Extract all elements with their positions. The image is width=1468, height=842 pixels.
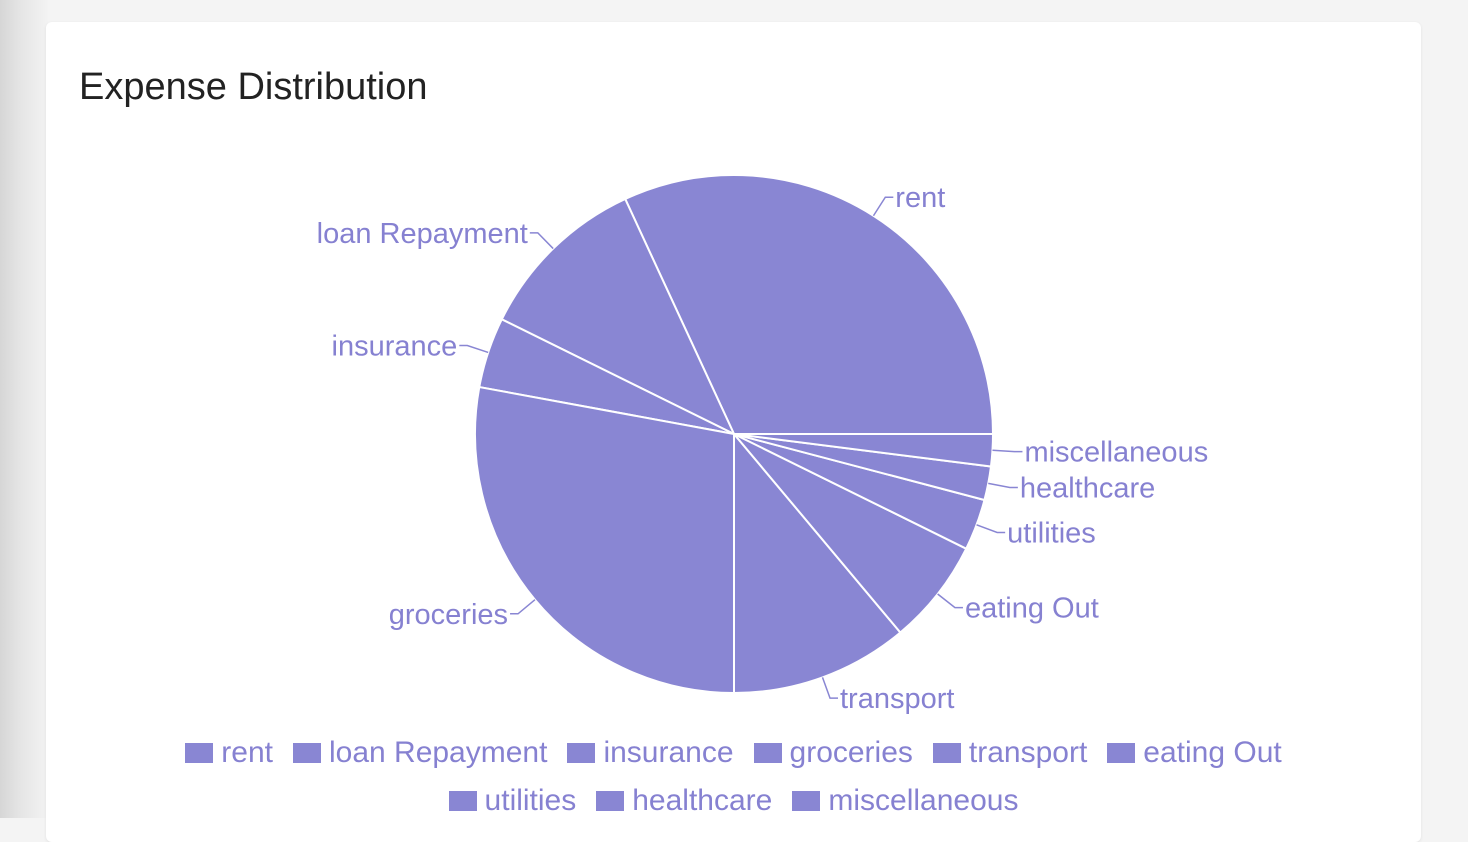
pie-slice-groceries[interactable] [474, 386, 735, 694]
legend-item-rent[interactable]: rent [185, 732, 273, 774]
pie-labels: rent loan Repayment insurance groceries tran… [317, 182, 1209, 715]
chart-card: Expense Distribution rent loan Repayment i… [46, 22, 1421, 842]
leader-line-eating-out [937, 593, 963, 609]
page-edge-shadow [0, 0, 48, 818]
legend-label: groceries [789, 736, 913, 769]
slice-label-groceries: groceries [389, 599, 508, 631]
pie-slice-rent[interactable] [624, 174, 994, 435]
leader-line-transport [821, 677, 839, 699]
legend-item-healthcare[interactable]: healthcare [596, 780, 772, 822]
legend-swatch [185, 743, 214, 763]
leader-line-utilities [976, 524, 1006, 534]
slice-label-utilities: utilities [1007, 518, 1096, 550]
legend-label: loan Repayment [328, 736, 548, 769]
legend-swatch [932, 743, 961, 763]
slice-label-transport: transport [840, 683, 954, 715]
legend-label: eating Out [1143, 736, 1282, 769]
pie-slices [474, 174, 994, 694]
legend-item-insurance[interactable]: insurance [567, 732, 734, 774]
slice-label-eating-out: eating Out [965, 593, 1099, 625]
legend-label: transport [968, 736, 1088, 769]
legend-swatch [596, 791, 625, 811]
pie-slice-transport[interactable] [733, 433, 902, 694]
legend-label: miscellaneous [828, 784, 1019, 817]
legend-swatch [292, 743, 321, 763]
pie-slice-loan-repayment[interactable] [500, 197, 735, 435]
leader-line-loan-repayment [529, 232, 554, 250]
legend-swatch [567, 743, 596, 763]
legend-swatch [753, 743, 782, 763]
legend-item-groceries[interactable]: groceries [753, 732, 913, 774]
legend-label: utilities [484, 784, 577, 817]
legend-swatch [1107, 743, 1136, 763]
legend-item-utilities[interactable]: utilities [448, 780, 577, 822]
slice-label-loan-repayment: loan Repayment [317, 218, 528, 250]
legend-label: insurance [603, 736, 734, 769]
slice-label-rent: rent [895, 182, 945, 214]
slice-label-healthcare: healthcare [1020, 473, 1155, 505]
legend-swatch [448, 791, 477, 811]
legend-item-miscellaneous[interactable]: miscellaneous [792, 780, 1018, 822]
legend-swatch [792, 791, 821, 811]
leader-line-insurance [459, 344, 489, 354]
legend-item-loan-repayment[interactable]: loan Repayment [292, 732, 548, 774]
leader-line-healthcare [988, 482, 1018, 489]
card-title: Expense Distribution [79, 66, 428, 108]
pie-slice-eating-out[interactable] [733, 433, 968, 634]
chart-legend: rent loan Repayment insurance groceries tran… [46, 732, 1421, 822]
legend-item-eating-out[interactable]: eating Out [1107, 732, 1282, 774]
slice-label-insurance: insurance [332, 330, 458, 362]
legend-item-transport[interactable]: transport [932, 732, 1088, 774]
leader-line-rent [872, 196, 894, 217]
pie-chart: rent loan Repayment insurance groceries tran… [317, 174, 1209, 715]
leader-line-miscellaneous [992, 449, 1023, 453]
leader-line-groceries [510, 599, 536, 615]
legend-label: rent [221, 736, 273, 769]
legend-label: healthcare [632, 784, 773, 817]
slice-label-miscellaneous: miscellaneous [1024, 437, 1208, 469]
